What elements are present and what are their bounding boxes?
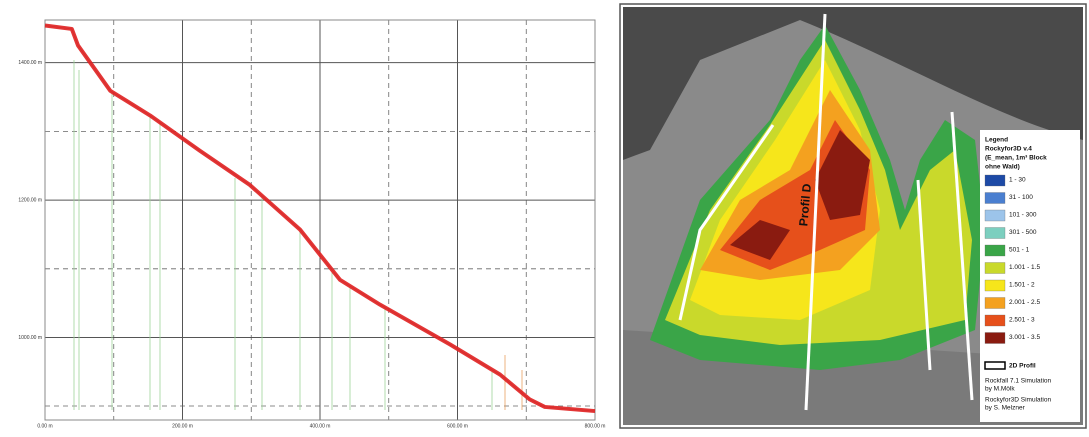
legend-label: 2.501 - 3 <box>1009 317 1035 324</box>
y-tick-label: 1000.00 m <box>18 335 42 341</box>
legend-swatch <box>985 210 1005 221</box>
legend-subtitle: Rockyfor3D v.4 <box>985 146 1032 153</box>
x-tick-label: 800.00 m <box>585 423 606 429</box>
legend-swatch <box>985 333 1005 344</box>
x-tick-label: 600.00 m <box>447 423 468 429</box>
x-tick-label: 0.00 m <box>37 423 52 429</box>
legend-label: 1.001 - 1.5 <box>1009 264 1040 271</box>
x-tick-label: 400.00 m <box>310 423 331 429</box>
legend-subtitle: ohne Wald) <box>985 164 1020 171</box>
legend-label: 501 - 1 <box>1009 247 1030 254</box>
legend-title: Legend <box>985 137 1008 144</box>
legend-swatch <box>985 175 1005 186</box>
y-tick-label: 1200.00 m <box>18 197 42 203</box>
legend-label: 101 - 300 <box>1009 212 1037 219</box>
legend-swatch <box>985 245 1005 256</box>
legend-subtitle: (E_mean, 1m³ Block <box>985 155 1047 162</box>
legend-label: 301 - 500 <box>1009 229 1037 236</box>
credit: by S. Melzner <box>985 405 1026 412</box>
legend-swatch <box>985 315 1005 326</box>
legend-label: 2.001 - 2.5 <box>1009 299 1040 306</box>
y-tick-label: 1400.00 m <box>18 60 42 66</box>
legend-swatch <box>985 228 1005 239</box>
legend-label: 31 - 100 <box>1009 194 1033 201</box>
legend-swatch <box>985 362 1005 369</box>
legend-swatch <box>985 193 1005 204</box>
page: Profil D Legend Rockyfor3D v.4 (E_mean, … <box>0 0 1089 432</box>
legend-swatch <box>985 298 1005 309</box>
legend-label: 1 - 30 <box>1009 177 1026 184</box>
x-tick-label: 200.00 m <box>172 423 193 429</box>
credit: Rockfall 7.1 Simulation <box>985 378 1051 385</box>
credit: Rockyfor3D Simulation <box>985 397 1051 404</box>
legend-label: 1.501 - 2 <box>1009 282 1035 289</box>
figure: Profil D Legend Rockyfor3D v.4 (E_mean, … <box>0 0 1089 432</box>
legend-label: 3.001 - 3.5 <box>1009 334 1040 341</box>
legend-label: 2D Profil <box>1009 363 1036 370</box>
credit: by M.Mölk <box>985 386 1015 393</box>
legend-swatch <box>985 280 1005 291</box>
legend-swatch <box>985 263 1005 274</box>
